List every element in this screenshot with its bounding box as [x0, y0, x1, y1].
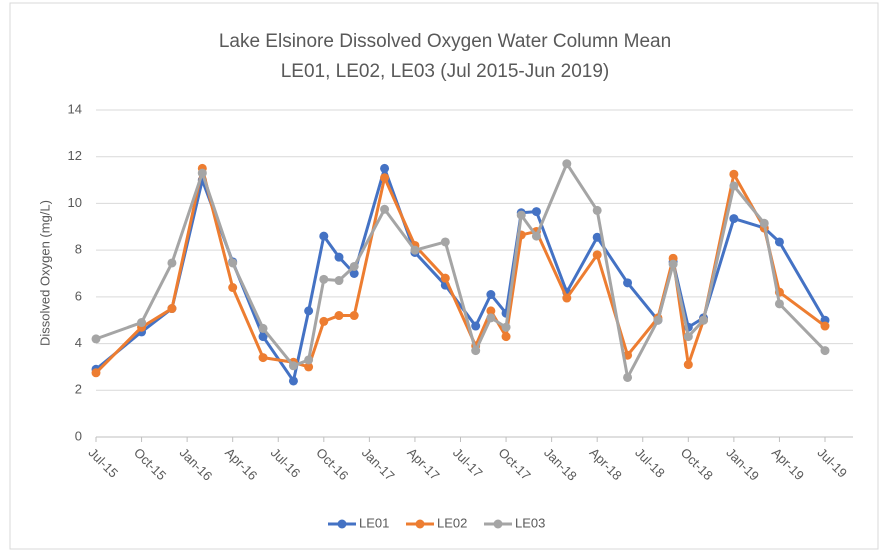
- legend-marker: [337, 519, 347, 529]
- legend-label: LE01: [359, 515, 389, 530]
- point: [562, 293, 572, 303]
- point: [486, 313, 496, 323]
- point: [137, 318, 147, 328]
- point: [91, 368, 101, 378]
- legend-label: LE02: [437, 515, 467, 530]
- point: [228, 258, 238, 268]
- point: [304, 355, 314, 365]
- point: [820, 321, 830, 331]
- legend-marker: [415, 519, 425, 529]
- point: [167, 304, 177, 314]
- point: [668, 259, 678, 269]
- point: [501, 332, 511, 342]
- point: [228, 283, 238, 293]
- point: [653, 315, 663, 325]
- point: [501, 322, 511, 332]
- point: [562, 159, 572, 169]
- point: [729, 181, 739, 191]
- point: [486, 290, 496, 300]
- point: [440, 237, 450, 247]
- point: [531, 231, 541, 241]
- point: [319, 316, 329, 326]
- y-tick-label: 2: [75, 382, 82, 397]
- point: [258, 353, 268, 363]
- point: [774, 299, 784, 309]
- point: [319, 274, 329, 284]
- point: [471, 346, 481, 356]
- chart-subtitle: LE01, LE02, LE03 (Jul 2015-Jun 2019): [281, 61, 610, 82]
- point: [304, 306, 314, 316]
- point: [91, 334, 101, 344]
- point: [592, 205, 602, 215]
- point: [334, 252, 344, 262]
- point: [759, 218, 769, 228]
- point: [471, 321, 481, 331]
- point: [258, 332, 268, 342]
- point: [410, 245, 420, 255]
- y-tick-label: 0: [75, 428, 82, 443]
- point: [380, 204, 390, 214]
- point: [349, 311, 359, 321]
- y-tick-label: 14: [68, 101, 82, 116]
- point: [349, 261, 359, 271]
- point: [729, 169, 739, 179]
- point: [319, 231, 329, 241]
- point: [288, 376, 298, 386]
- point: [334, 276, 344, 286]
- point: [820, 346, 830, 356]
- point: [349, 269, 359, 278]
- y-tick-label: 8: [75, 242, 82, 257]
- point: [258, 323, 268, 333]
- point: [380, 173, 390, 183]
- y-tick-label: 4: [75, 335, 82, 350]
- point: [516, 210, 526, 220]
- point: [774, 237, 784, 247]
- point: [531, 207, 541, 217]
- point: [167, 258, 177, 268]
- point: [729, 214, 739, 224]
- y-tick-label: 10: [68, 195, 82, 210]
- point: [683, 360, 693, 370]
- y-axis-label: Dissolved Oxygen (mg/L): [37, 200, 52, 346]
- point: [592, 232, 602, 242]
- point: [440, 273, 450, 283]
- chart-title: Lake Elsinore Dissolved Oxygen Water Col…: [219, 31, 671, 52]
- point: [683, 332, 693, 342]
- y-tick-label: 12: [68, 148, 82, 163]
- y-tick-label: 6: [75, 288, 82, 303]
- point: [288, 361, 298, 371]
- legend-marker: [493, 519, 503, 529]
- point: [304, 362, 314, 372]
- point: [486, 306, 496, 316]
- point: [334, 311, 344, 321]
- series-line: [94, 166, 826, 374]
- point: [623, 372, 633, 382]
- point: [592, 250, 602, 260]
- point: [197, 168, 207, 178]
- point: [699, 315, 708, 325]
- point: [380, 163, 390, 173]
- legend-label: LE03: [515, 515, 545, 530]
- point: [623, 278, 633, 288]
